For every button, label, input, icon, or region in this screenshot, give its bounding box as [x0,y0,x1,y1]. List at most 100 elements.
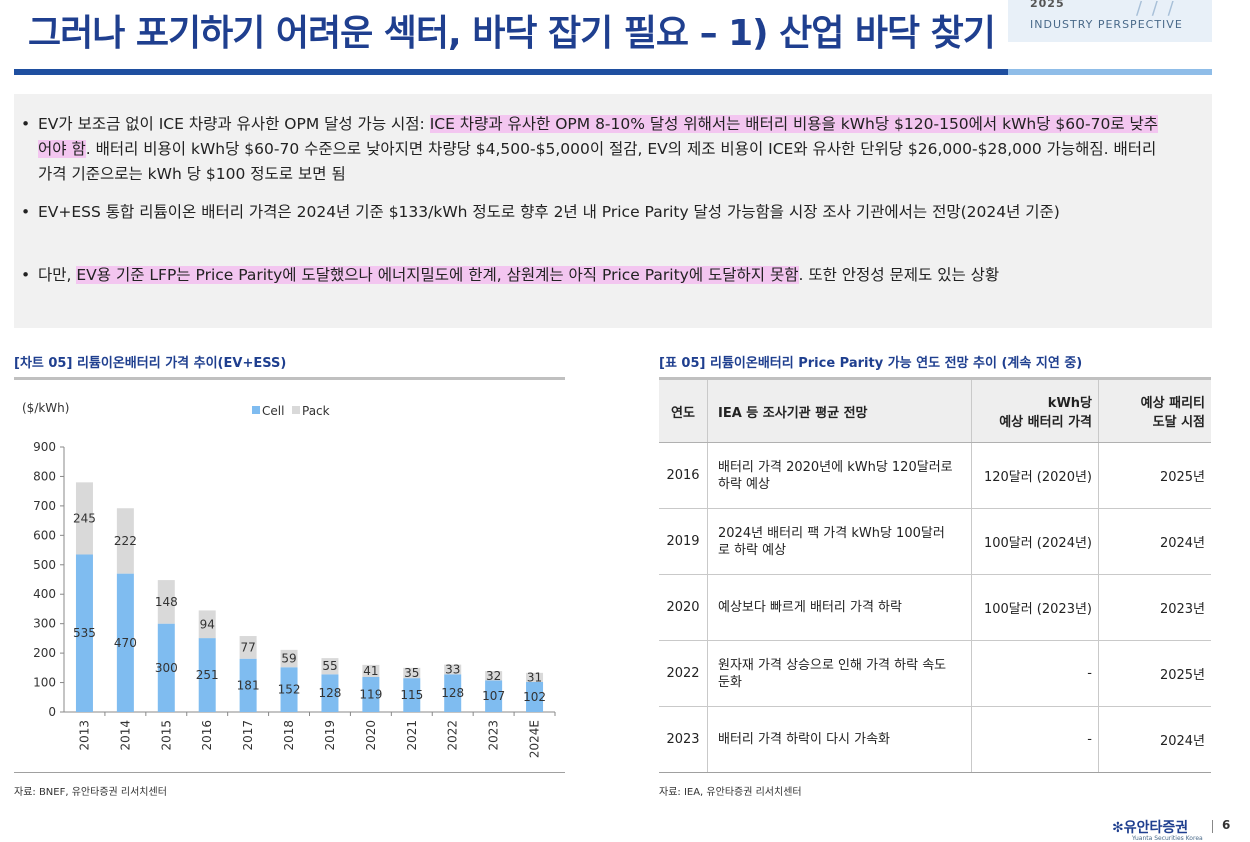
x-tick-label: 2023 [487,720,501,751]
cell-forecast: 원자재 가격 상승으로 인해 가격 하락 속도 둔화 [707,640,972,707]
cell-parity: 2024년 [1098,706,1211,773]
column-header-forecast: IEA 등 조사기관 평균 전망 [707,380,972,443]
table-source: 자료: IEA, 유안타증권 리서치센터 [659,787,802,798]
data-label: 94 [200,617,215,631]
y-tick-label: 800 [33,469,56,483]
data-label: 470 [114,636,137,650]
table-row: 2016 배터리 가격 2020년에 kWh당 120달러로 하락 예상 120달러… [659,442,1211,509]
legend-label: Cell [262,404,284,418]
cell-parity: 2023년 [1098,574,1211,641]
bar-pack [280,649,298,668]
cell-year: 2023 [659,706,708,773]
bar-pack [321,658,339,675]
data-label: 32 [486,669,501,683]
chart-bottom-rule [14,772,565,773]
cell-forecast: 배터리 가격 2020년에 kWh당 120달러로 하락 예상 [707,442,972,509]
y-tick-label: 900 [33,440,56,454]
summary-box [14,94,1212,328]
bar-cell [403,678,421,712]
cell-forecast: 2024년 배터리 팩 가격 kWh당 100달러로 하락 예상 [707,508,972,575]
bullet-text: EV+ESS 통합 리튬이온 배터리 가격은 2024년 기준 $133/kWh… [38,203,1060,221]
bullet-text: . 또한 안정성 문제도 있는 상황 [798,266,1000,284]
data-label: 222 [114,534,137,548]
data-label: 41 [363,664,378,678]
data-label: 245 [73,511,96,525]
bar-pack [198,610,216,639]
cell-price: 100달러 (2024년) [971,508,1099,575]
bar-cell [362,676,380,712]
y-tick-label: 500 [33,558,56,572]
table-row: 2020 예상보다 빠르게 배터리 가격 하락 100달러 (2023년) 2023년 [659,574,1211,641]
data-label: 148 [155,595,178,609]
bullet-item-1: • EV가 보조금 없이 ICE 차량과 유사한 OPM 달성 가능 시점: I… [21,112,1163,187]
data-label: 33 [445,662,460,676]
data-label: 128 [441,686,464,700]
y-tick-label: 200 [33,646,56,660]
bar-pack [526,672,544,682]
table-row: 2022 원자재 가격 상승으로 인해 가격 하락 속도 둔화 -2025년 [659,640,1211,707]
cell-forecast: 예상보다 빠르게 배터리 가격 하락 [707,574,972,641]
cell-parity: 2024년 [1098,508,1211,575]
table-caption: [표 05] 리튬이온배터리 Price Parity 가능 연도 전망 추이 … [659,356,1083,371]
table-row: 2019 2024년 배터리 팩 가격 kWh당 100달러로 하락 예상 100달… [659,508,1211,575]
x-tick-label: 2019 [323,720,337,751]
data-label: 115 [400,688,423,702]
bar-cell [485,680,503,712]
data-label: 55 [322,659,337,673]
x-tick-label: 2013 [77,720,91,751]
bar-pack [157,580,175,624]
data-label: 102 [523,690,546,704]
title-rule [14,69,1008,75]
x-tick-label: 2015 [159,720,173,751]
x-tick-label: 2017 [241,720,255,751]
bar-pack [485,671,503,681]
bar-pack [403,667,421,679]
legend-swatch [292,406,300,414]
bar-pack [444,664,462,675]
bullet-dot-icon: • [21,266,31,284]
logo-text: 유안타증권 [1123,820,1189,836]
cell-price: - [971,706,1099,773]
bullet-text: EV가 보조금 없이 ICE 차량과 유사한 OPM 달성 가능 시점: [38,115,430,133]
y-tick-label: 700 [33,499,56,513]
x-tick-label: 2022 [446,720,460,751]
bar-cell [239,658,257,712]
table-header-row: 연도 IEA 등 조사기관 평균 전망 kWh당 예상 배터리 가격 예상 패리… [659,380,1211,443]
page-title: 그러나 포기하기 어려운 섹터, 바닥 잡기 필요 – 1) 산업 바닥 찾기 [28,13,996,54]
data-label: 181 [237,678,260,692]
cell-price: 100달러 (2023년) [971,574,1099,641]
data-label: 535 [73,626,96,640]
y-tick-label: 100 [33,676,56,690]
badge-decoration-icon: / / / [1136,0,1176,19]
bullet-highlight: EV용 기준 LFP는 Price Parity에 도달했으나 에너지밀도에 한… [76,266,799,284]
x-tick-label: 2016 [200,720,214,751]
bar-cell [116,573,134,712]
data-label: 119 [359,687,382,701]
y-tick-label: 400 [33,587,56,601]
x-tick-label: 2018 [282,720,296,751]
battery-price-chart: ($/kWh) Cell Pack 0 100 200 300 400 500 600 700 800… [22,401,556,758]
bar-cell [157,623,175,712]
cell-year: 2019 [659,508,708,575]
x-tick-label: 2021 [405,720,419,751]
bar-cell [198,638,216,712]
cell-year: 2022 [659,640,708,707]
parity-forecast-table: 연도 IEA 등 조사기관 평균 전망 kWh당 예상 배터리 가격 예상 패리… [659,380,1211,773]
cell-parity: 2025년 [1098,442,1211,509]
cell-parity: 2025년 [1098,640,1211,707]
y-tick-label: 300 [33,617,56,631]
bar-cell [321,674,339,712]
data-label: 300 [155,661,178,675]
cell-price: 120달러 (2020년) [971,442,1099,509]
chart-caption-rule [14,377,565,380]
bar-cell [75,554,93,712]
data-label: 251 [196,668,219,682]
cell-forecast: 배터리 가격 하락이 다시 가속화 [707,706,972,773]
column-header-parity: 예상 패리티 도달 시점 [1098,380,1211,443]
x-tick-label: 2024E [528,720,542,758]
chart-caption: [차트 05] 리튬이온배터리 가격 추이(EV+ESS) [14,356,287,371]
table-row: 2023 배터리 가격 하락이 다시 가속화 -2024년 [659,706,1211,773]
bullet-text: . 배터리 비용이 kWh당 $60-70 수준으로 낮아지면 차량당 $4,5… [38,140,1157,183]
data-label: 35 [404,666,419,680]
logo-subtext: Yuanta Securities Korea [1132,835,1203,842]
